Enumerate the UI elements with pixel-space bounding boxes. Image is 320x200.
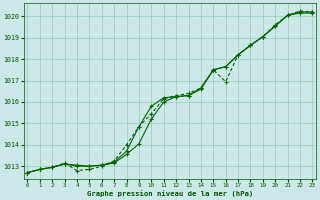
X-axis label: Graphe pression niveau de la mer (hPa): Graphe pression niveau de la mer (hPa) <box>87 190 253 197</box>
